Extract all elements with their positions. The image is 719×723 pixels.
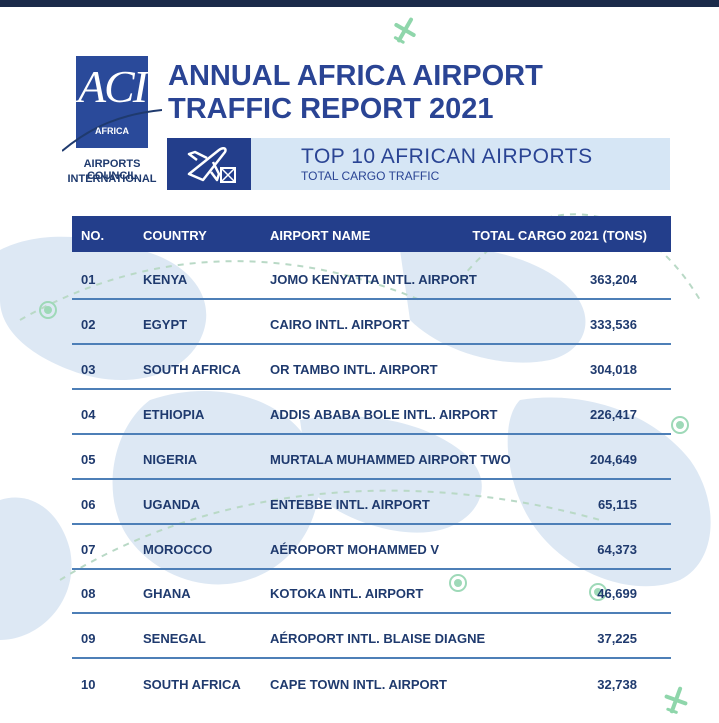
cell-no: 09 <box>81 631 96 646</box>
cell-country: ETHIOPIA <box>143 407 205 422</box>
cell-country: MOROCCO <box>143 542 213 557</box>
cell-cargo: 226,417 <box>590 407 637 422</box>
cell-cargo: 333,536 <box>590 317 637 332</box>
section-subtitle: TOTAL CARGO TRAFFIC <box>301 169 440 183</box>
cell-cargo: 32,738 <box>597 677 637 692</box>
cell-airport: KOTOKA INTL. AIRPORT <box>270 586 424 601</box>
table-row: 05 NIGERIA MURTALA MUHAMMED AIRPORT TWO … <box>72 436 671 480</box>
cell-cargo: 204,649 <box>590 452 637 467</box>
table-row: 04 ETHIOPIA ADDIS ABABA BOLE INTL. AIRPO… <box>72 391 671 435</box>
cell-airport: ENTEBBE INTL. AIRPORT <box>270 497 430 512</box>
airplane-icon <box>664 686 688 714</box>
row-divider <box>72 568 671 570</box>
row-divider <box>72 657 671 659</box>
airport-marker-icon <box>39 301 689 601</box>
logo-name-line1: AIRPORTS COUNCIL <box>83 158 141 182</box>
table-row: 08 GHANA KOTOKA INTL. AIRPORT 46,699 <box>72 570 671 614</box>
row-divider <box>72 388 671 390</box>
row-divider <box>72 523 671 525</box>
table-row: 09 SENEGAL AÉROPORT INTL. BLAISE DIAGNE … <box>72 615 671 659</box>
table-row: 03 SOUTH AFRICA OR TAMBO INTL. AIRPORT 3… <box>72 346 671 390</box>
table-row: 06 UGANDA ENTEBBE INTL. AIRPORT 65,115 <box>72 481 671 525</box>
cell-no: 05 <box>81 452 96 467</box>
cell-airport: CAPE TOWN INTL. AIRPORT <box>270 677 447 692</box>
cell-cargo: 64,373 <box>597 542 637 557</box>
cell-no: 08 <box>81 586 96 601</box>
logo-mark: ACI <box>77 61 148 112</box>
row-divider <box>72 612 671 614</box>
cell-country: GHANA <box>143 586 191 601</box>
cell-airport: MURTALA MUHAMMED AIRPORT TWO <box>270 452 511 467</box>
subhead-icon-block <box>167 138 251 190</box>
cell-cargo: 304,018 <box>590 362 637 377</box>
cell-cargo: 363,204 <box>590 272 637 287</box>
row-divider <box>72 433 671 435</box>
cell-country: KENYA <box>143 272 188 287</box>
cell-no: 02 <box>81 317 96 332</box>
cell-airport: AÉROPORT INTL. BLAISE DIAGNE <box>270 631 486 646</box>
cell-country: EGYPT <box>143 317 188 332</box>
cell-airport: ADDIS ABABA BOLE INTL. AIRPORT <box>270 407 498 422</box>
cell-no: 03 <box>81 362 96 377</box>
section-header: TOP 10 AFRICAN AIRPORTS TOTAL CARGO TRAF… <box>167 138 670 190</box>
column-header-no: NO. <box>81 228 105 243</box>
table-row: 01 KENYA JOMO KENYATTA INTL. AIRPORT 363… <box>72 256 671 300</box>
cell-country: SENEGAL <box>143 631 206 646</box>
cell-cargo: 65,115 <box>597 497 637 512</box>
cell-no: 06 <box>81 497 96 512</box>
cell-country: UGANDA <box>143 497 201 512</box>
table-row: 02 EGYPT CAIRO INTL. AIRPORT 333,536 <box>72 301 671 345</box>
cell-cargo: 46,699 <box>597 586 637 601</box>
aci-africa-logo: ACI AFRICA AIRPORTS COUNCIL INTERNATIONA… <box>62 56 162 196</box>
cell-no: 10 <box>81 677 96 692</box>
title-line1: ANNUAL AFRICA AIRPORT <box>168 60 543 92</box>
cell-airport: JOMO KENYATTA INTL. AIRPORT <box>270 272 477 287</box>
column-header-country: COUNTRY <box>143 228 207 243</box>
cell-cargo: 37,225 <box>597 631 637 646</box>
column-header-airport: AIRPORT NAME <box>270 228 371 243</box>
airplane-icon <box>393 17 416 44</box>
section-title: TOP 10 AFRICAN AIRPORTS <box>301 145 593 168</box>
table-header: NO. COUNTRY AIRPORT NAME TOTAL CARGO 202… <box>72 216 671 252</box>
row-divider <box>72 478 671 480</box>
cell-airport: OR TAMBO INTL. AIRPORT <box>270 362 438 377</box>
cell-country: NIGERIA <box>143 452 198 467</box>
logo-name-line2: INTERNATIONAL <box>67 173 157 185</box>
table-row: 07 MOROCCO AÉROPORT MOHAMMED V 64,373 <box>72 526 671 570</box>
cell-no: 07 <box>81 542 96 557</box>
page-title: ANNUAL AFRICA AIRPORT TRAFFIC REPORT 202… <box>168 60 688 126</box>
row-divider <box>72 298 671 300</box>
cell-airport: AÉROPORT MOHAMMED V <box>270 542 439 557</box>
cargo-plane-icon <box>187 147 236 183</box>
column-header-cargo: TOTAL CARGO 2021 (TONS) <box>472 228 647 243</box>
title-line2: TRAFFIC REPORT 2021 <box>168 93 494 125</box>
cell-no: 04 <box>81 407 96 422</box>
cell-country: SOUTH AFRICA <box>143 362 241 377</box>
logo-swoosh <box>62 109 162 152</box>
cell-airport: CAIRO INTL. AIRPORT <box>270 317 410 332</box>
top-bar <box>0 0 719 7</box>
row-divider <box>72 343 671 345</box>
table-row: 10 SOUTH AFRICA CAPE TOWN INTL. AIRPORT … <box>72 661 671 705</box>
cell-country: SOUTH AFRICA <box>143 677 241 692</box>
logo-region: AFRICA <box>95 126 129 136</box>
cell-no: 01 <box>81 272 96 287</box>
